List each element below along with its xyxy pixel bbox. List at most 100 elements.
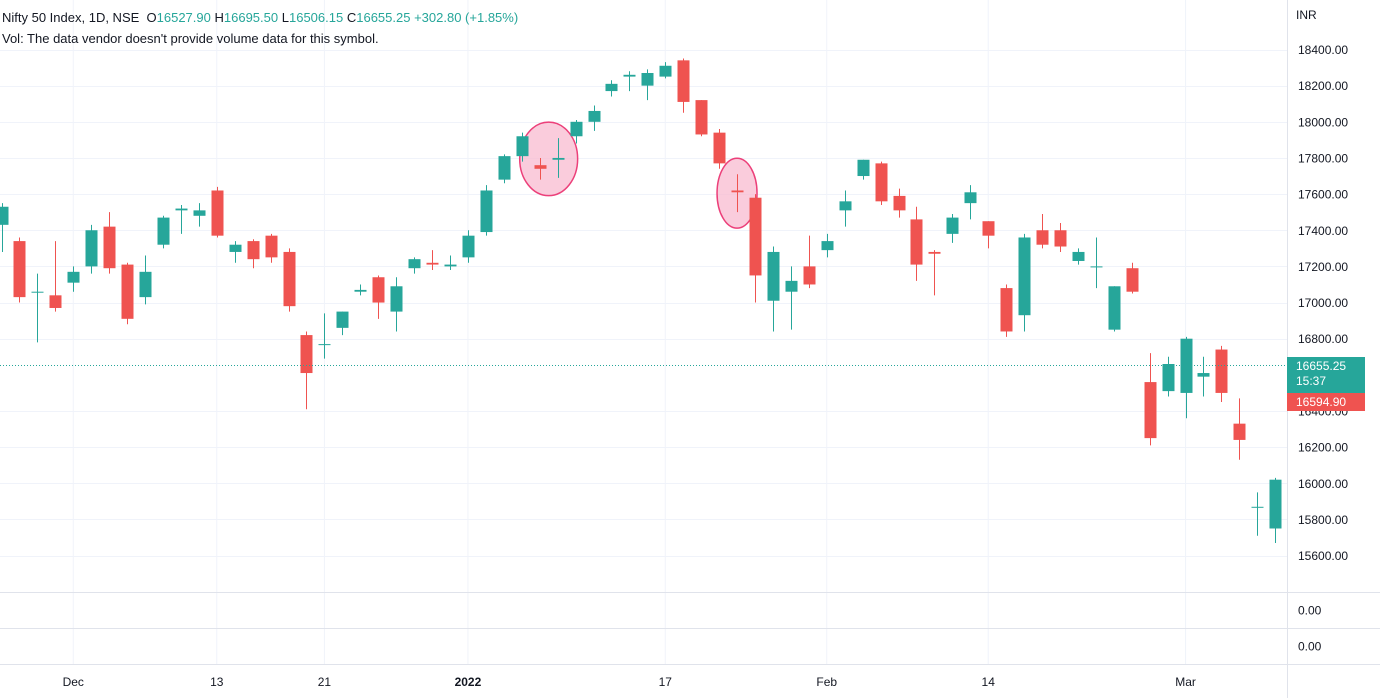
candle-body — [390, 286, 403, 312]
candle-body — [534, 165, 547, 169]
candle-body — [982, 221, 995, 236]
price-tick-label: 18400.00 — [1298, 43, 1348, 57]
candle-body — [175, 208, 188, 211]
candle-body — [354, 289, 367, 292]
candle-body — [552, 157, 565, 160]
bar-countdown: 15:37 — [1296, 374, 1327, 388]
time-axis-label: Feb — [816, 675, 837, 689]
candle-body — [49, 295, 62, 308]
candle-body — [265, 235, 278, 258]
candle-body — [1144, 382, 1157, 439]
highlight-ellipse — [518, 121, 579, 197]
candle-body — [211, 190, 224, 236]
candle-body — [713, 132, 726, 164]
legend-low-value: 16506.15 — [288, 10, 344, 25]
price-tick-label: 15600.00 — [1298, 549, 1348, 563]
candle-body — [283, 251, 296, 307]
time-axis-label: 17 — [659, 675, 673, 689]
candle-body — [677, 60, 690, 102]
currency-label[interactable]: INR — [1296, 8, 1317, 22]
candle-body — [1072, 251, 1085, 261]
last-price-tag: 16655.25 15:37 — [1287, 357, 1365, 393]
candle-body — [1162, 364, 1175, 392]
candle-body — [1269, 479, 1282, 529]
legend-open-value: 16527.90 — [156, 10, 211, 25]
candle-body — [193, 210, 206, 216]
candle-body — [426, 262, 439, 265]
legend-volume-note: Vol: The data vendor doesn't provide vol… — [2, 31, 379, 46]
candle-body — [1090, 266, 1103, 268]
candle-body — [570, 121, 583, 137]
price-tick-label: 15800.00 — [1298, 513, 1348, 527]
legend-symbol: Nifty 50 Index, 1D, NSE — [2, 10, 140, 25]
candle-body — [641, 72, 654, 86]
candle-body — [893, 195, 906, 211]
candle-body — [498, 156, 511, 180]
legend-close-value: 16655.25 — [356, 10, 411, 25]
candle-body — [318, 344, 331, 346]
legend-high-label: H — [214, 10, 224, 25]
candle-body — [67, 271, 80, 283]
candle-body — [121, 264, 134, 319]
time-axis-label: 14 — [982, 675, 996, 689]
volume-pane-label: 0.00 — [1298, 640, 1322, 654]
volume-pane-label: 0.00 — [1298, 604, 1322, 618]
price-tick-label: 17200.00 — [1298, 260, 1348, 274]
candle-body — [157, 217, 170, 245]
candle-body — [1215, 349, 1228, 393]
candle-body — [13, 241, 26, 298]
candle-body — [928, 251, 941, 254]
candle-body — [605, 83, 618, 92]
candle-body — [659, 65, 672, 77]
candle-body — [857, 159, 870, 177]
time-axis-label: Dec — [63, 675, 84, 689]
candle-body — [462, 235, 475, 258]
candle-body — [229, 244, 242, 252]
candle-body — [85, 230, 98, 267]
candle-body — [875, 163, 888, 202]
candle-body — [695, 100, 708, 135]
candle-body — [1108, 286, 1121, 330]
candle-body — [372, 277, 385, 303]
prev-price-tag: 16594.90 — [1287, 393, 1365, 411]
price-tick-label: 18000.00 — [1298, 115, 1348, 129]
candle-body — [480, 190, 493, 233]
candle-body — [1018, 237, 1031, 316]
price-tick-label: 16800.00 — [1298, 332, 1348, 346]
time-axis-label: 2022 — [455, 675, 482, 689]
time-axis-label: 21 — [318, 675, 332, 689]
candle-body — [1197, 373, 1210, 377]
legend-close-label: C — [346, 10, 357, 25]
candle-body — [946, 217, 959, 234]
candle-body — [821, 241, 834, 251]
last-price-value: 16655.25 — [1296, 359, 1347, 373]
price-tick-label: 17000.00 — [1298, 296, 1348, 310]
price-tick-label: 18200.00 — [1298, 79, 1348, 93]
candle-body — [444, 264, 457, 267]
legend-high-value: 16695.50 — [223, 10, 279, 25]
candle-body — [964, 192, 977, 204]
time-axis-label: 13 — [210, 675, 224, 689]
candle-body — [839, 201, 852, 211]
candle-body — [1036, 230, 1049, 245]
candle-body — [588, 110, 601, 122]
legend-change: +302.80 (+1.85%) — [414, 10, 519, 25]
candle-body — [1251, 506, 1264, 508]
candle-body — [247, 241, 260, 260]
candle-body — [731, 190, 744, 193]
price-tick-label: 16200.00 — [1298, 441, 1348, 455]
candle-body — [31, 291, 44, 293]
candle-body — [139, 271, 152, 298]
candle-body — [1054, 230, 1067, 247]
candle-body — [749, 197, 762, 276]
price-tick-label: 17800.00 — [1298, 151, 1348, 165]
candle-body — [0, 206, 9, 225]
candle-body — [103, 226, 116, 269]
legend-low-label: L — [281, 10, 289, 25]
price-tick-label: 16000.00 — [1298, 477, 1348, 491]
candle-body — [785, 280, 798, 292]
candle-body — [910, 219, 923, 265]
candle-body — [623, 74, 636, 77]
